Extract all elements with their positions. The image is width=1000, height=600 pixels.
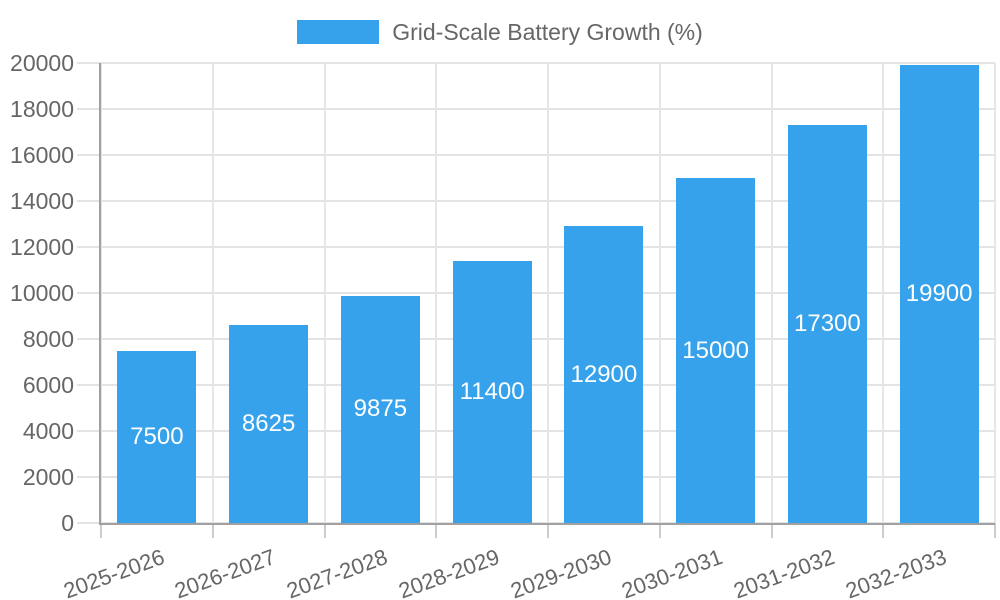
legend-swatch [297, 20, 380, 44]
bar[interactable]: 8625 [229, 324, 309, 523]
bar[interactable]: 9875 [340, 295, 420, 523]
x-gridline [882, 63, 885, 523]
x-axis-line [99, 523, 995, 525]
y-tick-label: 6000 [22, 372, 74, 398]
x-gridline [323, 63, 326, 523]
y-tick-label: 18000 [10, 96, 74, 122]
x-axis-tick [100, 523, 102, 538]
x-tick-label: 2030-2031 [618, 544, 727, 600]
x-axis-tick [323, 523, 326, 538]
x-gridline [100, 63, 102, 523]
x-gridline [435, 63, 438, 523]
x-tick-label: 2027-2028 [283, 544, 391, 600]
bar-value-label: 7500 [130, 422, 184, 450]
x-gridline [770, 63, 773, 523]
x-axis-tick [658, 523, 661, 538]
legend-label: Grid-Scale Battery Growth (%) [392, 19, 703, 45]
y-tick-label: 0 [61, 510, 74, 536]
x-axis-tick [435, 523, 438, 538]
y-gridline [77, 62, 995, 64]
y-axis-line [99, 63, 101, 523]
y-tick-label: 12000 [10, 234, 74, 260]
y-gridline [77, 338, 995, 340]
x-tick-label: 2025-2026 [60, 544, 168, 600]
x-axis-tick [994, 523, 996, 538]
y-gridline [77, 476, 995, 478]
y-gridline [77, 108, 995, 110]
y-gridline [77, 430, 995, 432]
bar[interactable]: 17300 [787, 125, 867, 523]
bar[interactable]: 15000 [676, 178, 756, 523]
x-gridline [547, 63, 549, 523]
bar[interactable]: 11400 [452, 260, 532, 523]
x-axis-tick [547, 523, 549, 538]
x-gridline [658, 63, 661, 523]
bar-value-label: 12900 [570, 360, 638, 388]
legend[interactable]: Grid-Scale Battery Growth (%) [0, 19, 1000, 45]
y-tick-label: 10000 [10, 280, 74, 306]
y-gridline [77, 292, 995, 294]
y-gridline [77, 246, 995, 248]
x-tick-label: 2032-2033 [842, 544, 950, 600]
y-tick-label: 8000 [22, 326, 74, 352]
bar-value-label: 17300 [794, 310, 861, 338]
y-tick-label: 4000 [22, 418, 74, 444]
x-gridline [211, 63, 214, 523]
x-tick-label: 2026-2027 [171, 544, 280, 600]
y-tick-label: 20000 [10, 50, 74, 76]
bar[interactable]: 7500 [117, 350, 197, 523]
x-axis-tick [211, 523, 214, 538]
x-tick-label: 2031-2032 [730, 544, 838, 600]
y-gridline [77, 200, 995, 202]
y-tick-label: 16000 [10, 142, 74, 168]
bar-value-label: 9875 [353, 395, 408, 423]
y-gridline [77, 154, 995, 156]
x-axis-tick [770, 523, 773, 538]
bar-value-label: 15000 [682, 336, 749, 364]
x-axis-tick [882, 523, 885, 538]
x-tick-label: 2029-2030 [507, 544, 615, 600]
y-tick-label: 2000 [22, 464, 74, 490]
y-tick-label: 14000 [10, 188, 74, 214]
bar[interactable]: 19900 [899, 65, 979, 523]
bar-value-label: 11400 [459, 377, 525, 405]
bar-value-label: 8625 [241, 409, 296, 437]
x-tick-label: 2028-2029 [395, 544, 503, 600]
bar[interactable]: 12900 [564, 226, 644, 523]
x-gridline [994, 63, 996, 523]
bar-value-label: 19900 [905, 280, 973, 308]
y-gridline [77, 384, 995, 386]
